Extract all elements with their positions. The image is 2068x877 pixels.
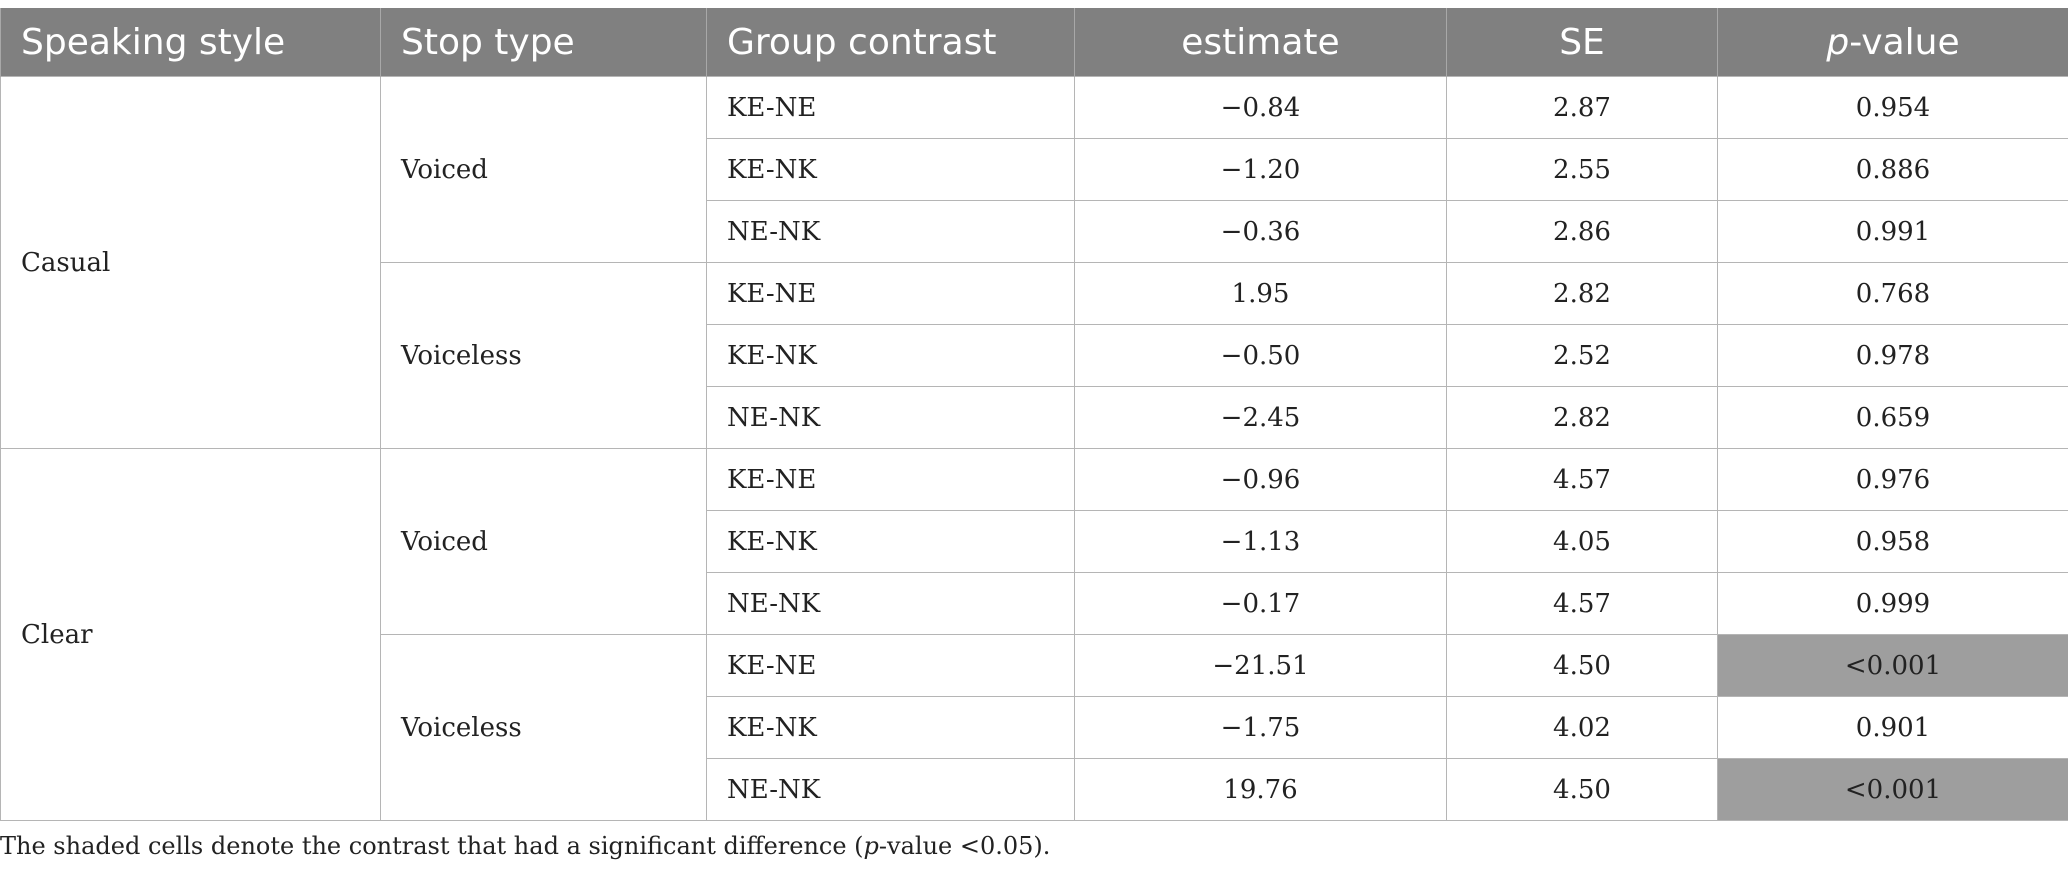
- se-cell: 4.50: [1446, 758, 1718, 821]
- table-row: NE-NK −2.45 2.82 0.659: [1, 386, 2068, 449]
- speaking-style-cell: Casual: [0, 76, 381, 449]
- header-estimate: estimate: [1074, 8, 1447, 77]
- p-value-cell: 0.768: [1717, 262, 2068, 325]
- group-contrast-cell: NE-NK: [706, 572, 1075, 635]
- group-contrast-cell: NE-NK: [706, 200, 1075, 263]
- results-table-container: Speaking style Stop type Group contrast …: [0, 8, 2068, 821]
- se-cell: 4.50: [1446, 634, 1718, 697]
- group-contrast-cell: KE-NE: [706, 634, 1075, 697]
- se-cell: 4.02: [1446, 696, 1718, 759]
- stop-type-cell: Voiced: [380, 76, 707, 263]
- se-cell: 2.86: [1446, 200, 1718, 263]
- stop-type-cell: Voiceless: [380, 634, 707, 821]
- header-speaking-style: Speaking style: [0, 8, 381, 77]
- p-value-cell: 0.954: [1717, 76, 2068, 139]
- p-value-cell: 0.999: [1717, 572, 2068, 635]
- se-cell: 2.52: [1446, 324, 1718, 387]
- se-cell: 4.57: [1446, 572, 1718, 635]
- p-value-cell: 0.976: [1717, 448, 2068, 511]
- estimate-cell: −0.17: [1074, 572, 1447, 635]
- se-cell: 2.87: [1446, 76, 1718, 139]
- se-cell: 2.55: [1446, 138, 1718, 201]
- table-row: Casual Voiced KE-NE −0.84 2.87 0.954: [0, 76, 2068, 449]
- p-value-cell: 0.659: [1717, 386, 2068, 449]
- p-value-cell: 0.991: [1717, 200, 2068, 263]
- p-value-cell: 0.978: [1717, 324, 2068, 387]
- stop-type-cell: Voiced: [380, 448, 707, 635]
- group-contrast-cell: KE-NK: [706, 324, 1075, 387]
- footnote-before: The shaded cells denote the contrast tha…: [0, 832, 864, 860]
- group-contrast-cell: NE-NK: [706, 758, 1075, 821]
- p-value-cell: 0.886: [1717, 138, 2068, 201]
- group-contrast-cell: KE-NE: [706, 262, 1075, 325]
- table-body: Casual Voiced KE-NE −0.84 2.87 0.954 KE-NK −1.2…: [0, 76, 2068, 821]
- table-row: NE-NK −0.36 2.86 0.991: [1, 200, 2068, 263]
- se-cell: 2.82: [1446, 262, 1718, 325]
- header-stop-type: Stop type: [380, 8, 707, 77]
- estimate-cell: −1.75: [1074, 696, 1447, 759]
- header-se: SE: [1446, 8, 1718, 77]
- estimate-cell: −1.20: [1074, 138, 1447, 201]
- estimate-cell: 19.76: [1074, 758, 1447, 821]
- table-row: Voiceless KE-NE 1.95 2.82 0.768: [1, 262, 2068, 449]
- results-table: Speaking style Stop type Group contrast …: [0, 8, 2068, 821]
- estimate-cell: −21.51: [1074, 634, 1447, 697]
- p-value-cell-significant: <0.001: [1717, 634, 2068, 697]
- table-row: Clear Voiced KE-NE −0.96 4.57 0.976: [0, 448, 2068, 821]
- table-row: NE-NK 19.76 4.50 <0.001: [1, 758, 2068, 821]
- table-row: NE-NK −0.17 4.57 0.999: [1, 572, 2068, 635]
- speaking-style-cell: Clear: [0, 448, 381, 821]
- estimate-cell: −2.45: [1074, 386, 1447, 449]
- table-row: KE-NK −0.50 2.52 0.978: [1, 324, 2068, 387]
- group-contrast-cell: KE-NK: [706, 696, 1075, 759]
- table-header: Speaking style Stop type Group contrast …: [0, 8, 2068, 77]
- estimate-cell: 1.95: [1074, 262, 1447, 325]
- footnote-p-italic: p: [863, 832, 879, 860]
- table-row: KE-NK −1.13 4.05 0.958: [1, 510, 2068, 573]
- header-p-value: p-value: [1717, 8, 2068, 77]
- p-value-cell-significant: <0.001: [1717, 758, 2068, 821]
- table-footnote: The shaded cells denote the contrast tha…: [0, 832, 1050, 860]
- header-group-contrast: Group contrast: [706, 8, 1075, 77]
- group-contrast-cell: KE-NE: [706, 76, 1075, 139]
- header-row: Speaking style Stop type Group contrast …: [0, 8, 2068, 77]
- se-cell: 4.05: [1446, 510, 1718, 573]
- estimate-cell: −0.96: [1074, 448, 1447, 511]
- se-cell: 2.82: [1446, 386, 1718, 449]
- estimate-cell: −0.84: [1074, 76, 1447, 139]
- estimate-cell: −1.13: [1074, 510, 1447, 573]
- p-value-cell: 0.901: [1717, 696, 2068, 759]
- stop-type-cell: Voiceless: [380, 262, 707, 449]
- group-contrast-cell: KE-NK: [706, 138, 1075, 201]
- group-contrast-cell: KE-NK: [706, 510, 1075, 573]
- group-contrast-cell: KE-NE: [706, 448, 1075, 511]
- header-p-italic: p: [1826, 21, 1850, 63]
- se-cell: 4.57: [1446, 448, 1718, 511]
- group-contrast-cell: NE-NK: [706, 386, 1075, 449]
- estimate-cell: −0.50: [1074, 324, 1447, 387]
- p-value-cell: 0.958: [1717, 510, 2068, 573]
- footnote-after: -value <0.05).: [878, 832, 1051, 860]
- header-p-rest: -value: [1849, 21, 1960, 63]
- estimate-cell: −0.36: [1074, 200, 1447, 263]
